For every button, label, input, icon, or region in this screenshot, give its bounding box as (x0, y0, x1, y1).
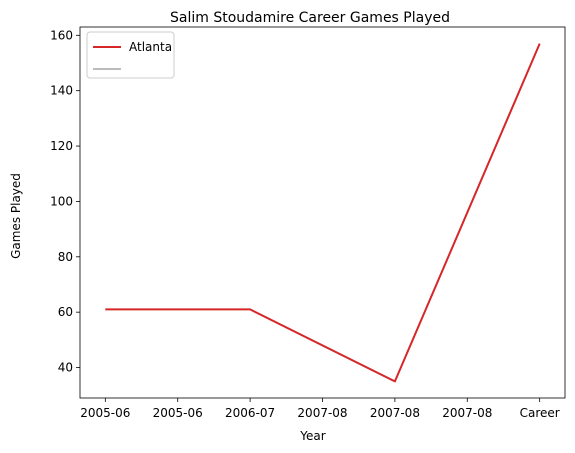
x-tick-label: 2006-07 (225, 406, 275, 420)
y-tick-label: 80 (58, 250, 73, 264)
y-tick-label: 100 (50, 194, 73, 208)
chart-title: Salim Stoudamire Career Games Played (170, 10, 450, 26)
legend-box (86, 31, 175, 79)
x-tick-label: 2005-06 (80, 406, 130, 420)
legend-label: Atlanta (129, 40, 172, 54)
y-tick-label: 140 (50, 84, 73, 98)
x-tick-label: 2007-08 (442, 406, 492, 420)
series-line-0 (105, 43, 541, 383)
x-tick-label: 2007-08 (370, 406, 420, 420)
y-tick-label: 160 (50, 28, 73, 42)
plot-area: 40 60 80 100 120 140 160 2005-06 2005-06 2006-07 2… (50, 26, 566, 420)
x-axis-label: Year (299, 429, 325, 443)
y-tick-label: 40 (58, 361, 73, 375)
y-tick-label: 60 (58, 305, 73, 319)
y-tick-label: 120 (50, 139, 73, 153)
x-tick-label: 2007-08 (297, 406, 347, 420)
x-tick-label: 2005-06 (153, 406, 203, 420)
y-axis-label: Games Played (9, 173, 23, 259)
x-tick-label: Career (520, 406, 560, 420)
axes-frame (79, 26, 566, 399)
